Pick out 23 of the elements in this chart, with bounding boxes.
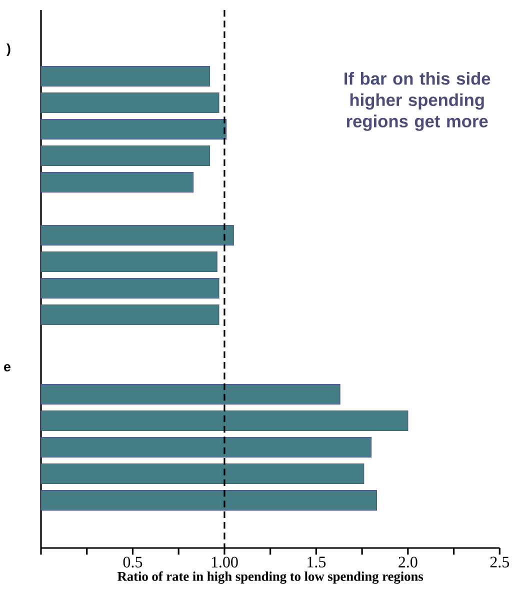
bar: [40, 464, 364, 484]
bar: [40, 278, 220, 299]
y-tick-label: ): [6, 44, 10, 56]
bar: [40, 225, 234, 246]
bar: [40, 66, 210, 87]
bar: [40, 146, 210, 166]
x-tick-label: 2.5: [490, 556, 510, 568]
bar: [40, 384, 340, 405]
x-axis-title: Ratio of rate in high spending to low spending regions: [118, 571, 424, 584]
bar: [40, 490, 378, 511]
bar: [40, 252, 218, 272]
bar: [40, 304, 220, 326]
annotation: If bar on this side higher spending regions get more: [344, 72, 490, 131]
y-tick-label: e: [4, 364, 10, 372]
x-tick-label: 0.5: [123, 556, 142, 568]
bar: [40, 437, 372, 458]
bar: [40, 118, 227, 140]
x-tick-label: 2.0: [398, 556, 418, 568]
bar: [40, 92, 220, 114]
bar: [40, 172, 194, 193]
x-tick-label: 1.00: [212, 556, 238, 568]
bar: [40, 410, 408, 432]
x-tick-label: 1.5: [308, 556, 326, 568]
